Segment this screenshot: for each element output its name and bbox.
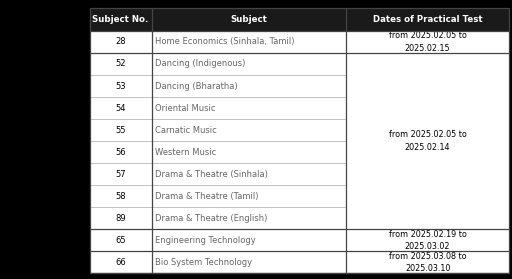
Text: 57: 57 xyxy=(115,170,126,179)
Text: Drama & Theatre (English): Drama & Theatre (English) xyxy=(155,214,267,223)
Text: 58: 58 xyxy=(115,192,126,201)
Text: from 2025.03.08 to
2025.03.10: from 2025.03.08 to 2025.03.10 xyxy=(389,252,466,273)
Text: 54: 54 xyxy=(115,104,126,112)
Text: 53: 53 xyxy=(115,81,126,90)
Text: Dates of Practical Test: Dates of Practical Test xyxy=(373,15,482,24)
Text: Oriental Music: Oriental Music xyxy=(155,104,216,112)
Text: from 2025.02.19 to
2025.03.02: from 2025.02.19 to 2025.03.02 xyxy=(389,230,466,251)
Text: 28: 28 xyxy=(115,37,126,46)
Text: 89: 89 xyxy=(115,214,126,223)
Text: Drama & Theatre (Sinhala): Drama & Theatre (Sinhala) xyxy=(155,170,268,179)
Text: Subject: Subject xyxy=(230,15,267,24)
Text: from 2025.02.05 to
2025.02.15: from 2025.02.05 to 2025.02.15 xyxy=(389,31,466,53)
Bar xyxy=(90,8,509,31)
Text: Dancing (Bharatha): Dancing (Bharatha) xyxy=(155,81,238,90)
Text: Engineering Technology: Engineering Technology xyxy=(155,236,255,245)
Text: Drama & Theatre (Tamil): Drama & Theatre (Tamil) xyxy=(155,192,259,201)
Text: Dancing (Indigenous): Dancing (Indigenous) xyxy=(155,59,245,68)
Bar xyxy=(90,8,509,273)
Text: 65: 65 xyxy=(115,236,126,245)
Text: Home Economics (Sinhala, Tamil): Home Economics (Sinhala, Tamil) xyxy=(155,37,294,46)
Bar xyxy=(90,8,509,273)
Text: from 2025.02.05 to
2025.02.14: from 2025.02.05 to 2025.02.14 xyxy=(389,130,466,152)
Text: Western Music: Western Music xyxy=(155,148,216,157)
Text: 55: 55 xyxy=(115,126,126,134)
Text: 56: 56 xyxy=(115,148,126,157)
Text: 66: 66 xyxy=(115,258,126,267)
Text: Subject No.: Subject No. xyxy=(93,15,149,24)
Text: Bio System Technology: Bio System Technology xyxy=(155,258,252,267)
Text: Carnatic Music: Carnatic Music xyxy=(155,126,217,134)
Text: 52: 52 xyxy=(115,59,126,68)
